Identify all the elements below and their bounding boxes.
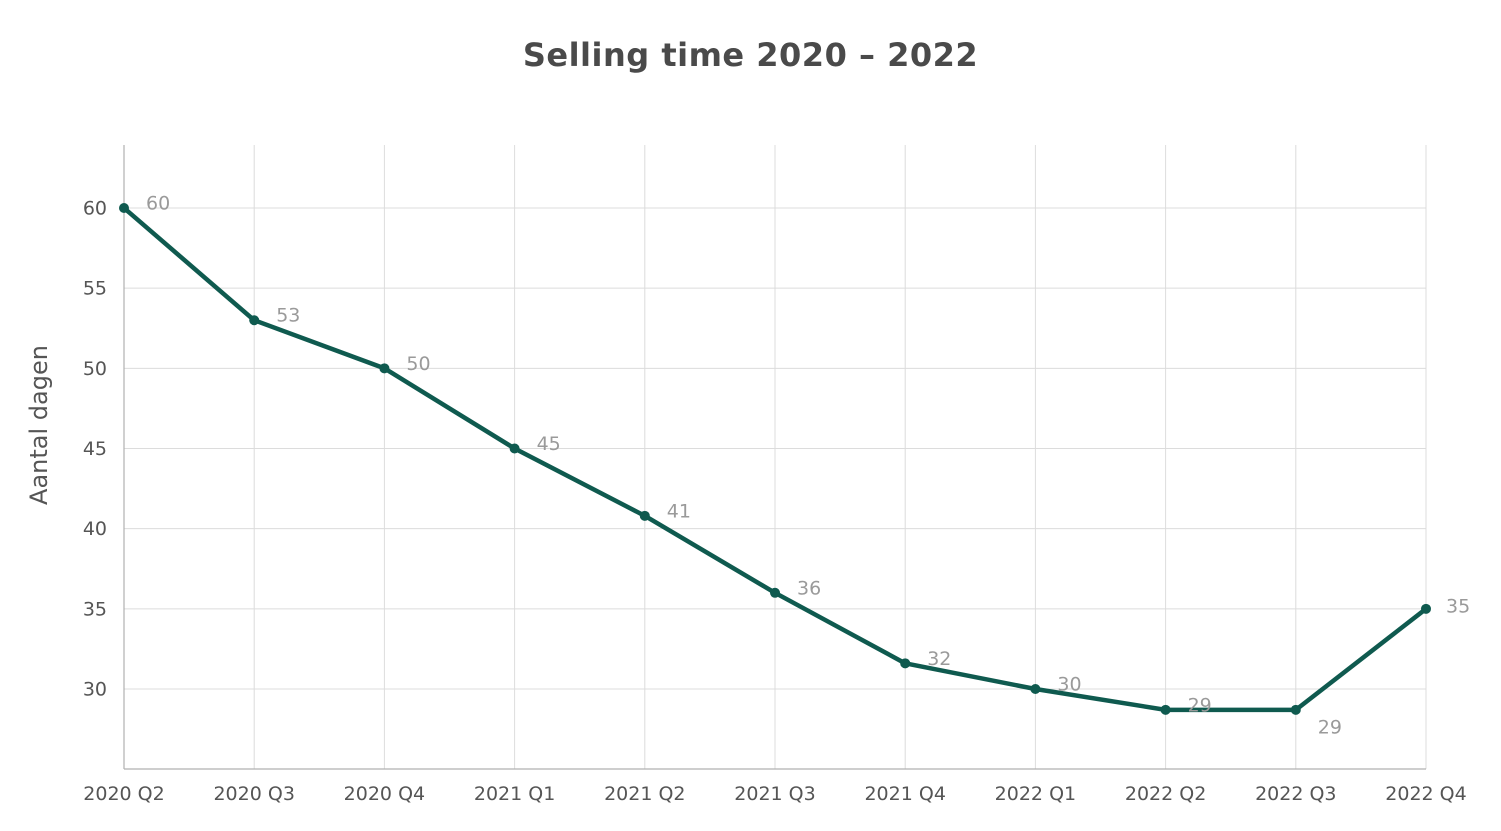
data-point bbox=[249, 315, 260, 326]
x-tick-label: 2020 Q3 bbox=[213, 783, 294, 805]
x-tick-label: 2022 Q4 bbox=[1385, 783, 1466, 805]
data-points bbox=[119, 203, 1431, 715]
data-point bbox=[1290, 704, 1301, 715]
x-tick-label: 2022 Q3 bbox=[1255, 783, 1336, 805]
y-tick-label: 60 bbox=[83, 198, 107, 220]
x-tick-label: 2021 Q1 bbox=[474, 783, 555, 805]
data-label: 29 bbox=[1188, 694, 1212, 716]
data-point bbox=[1160, 704, 1171, 715]
data-point bbox=[639, 510, 650, 521]
x-tick-label: 2020 Q4 bbox=[344, 783, 425, 805]
x-tick-label: 2022 Q2 bbox=[1125, 783, 1206, 805]
y-tick-label: 35 bbox=[83, 598, 107, 620]
x-tick-label: 2020 Q2 bbox=[83, 783, 164, 805]
y-tick-label: 45 bbox=[83, 438, 107, 460]
y-tick-label: 55 bbox=[83, 278, 107, 300]
y-axis-label: Aantal dagen bbox=[25, 345, 53, 505]
x-tick-labels: 2020 Q2 2020 Q3 2020 Q4 2021 Q1 2021 Q2 2021 … bbox=[83, 783, 1466, 805]
x-tick-label: 2022 Q1 bbox=[995, 783, 1076, 805]
data-point bbox=[770, 587, 780, 598]
y-tick-label: 30 bbox=[83, 679, 107, 701]
data-point bbox=[119, 203, 129, 213]
data-label: 35 bbox=[1446, 595, 1470, 617]
data-point bbox=[509, 443, 520, 454]
data-label: 45 bbox=[537, 433, 561, 455]
x-tick-label: 2021 Q2 bbox=[604, 783, 685, 805]
data-label: 60 bbox=[146, 193, 170, 215]
axes bbox=[123, 145, 1426, 770]
data-point bbox=[1030, 684, 1041, 694]
grid-lines bbox=[124, 145, 1427, 769]
data-point bbox=[900, 658, 911, 669]
data-label: 50 bbox=[406, 353, 430, 375]
data-label: 53 bbox=[276, 305, 300, 327]
data-label: 41 bbox=[667, 500, 691, 522]
x-tick-label: 2021 Q4 bbox=[864, 783, 945, 805]
data-label: 36 bbox=[797, 577, 821, 599]
data-label: 32 bbox=[927, 648, 951, 670]
data-label: 29 bbox=[1318, 716, 1342, 738]
y-tick-label: 40 bbox=[83, 518, 107, 540]
data-label: 30 bbox=[1057, 674, 1081, 696]
y-tick-labels: 30 35 40 45 50 55 60 bbox=[83, 198, 107, 701]
chart-title: Selling time 2020 – 2022 bbox=[522, 36, 979, 74]
y-tick-label: 50 bbox=[83, 358, 107, 380]
data-point bbox=[379, 363, 390, 374]
data-point bbox=[1421, 603, 1431, 614]
data-labels: 60 53 50 45 41 36 32 30 29 29 35 bbox=[146, 193, 1470, 739]
x-tick-label: 2021 Q3 bbox=[734, 783, 815, 805]
